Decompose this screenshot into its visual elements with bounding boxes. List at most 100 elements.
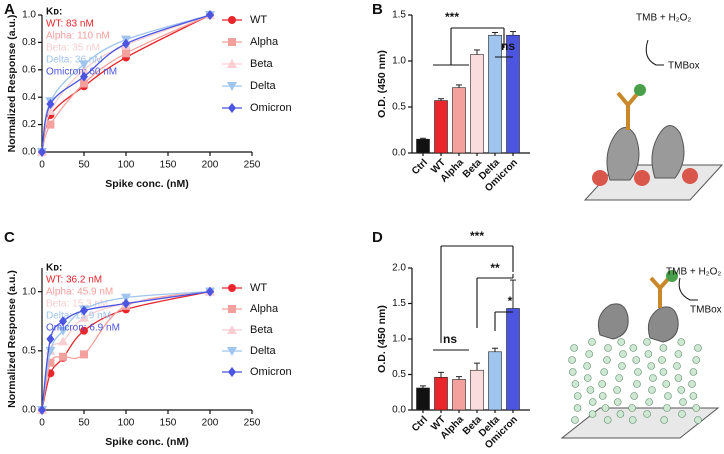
- bead: [588, 410, 597, 418]
- panel-letter: B: [372, 1, 383, 18]
- bead: [674, 350, 683, 358]
- y-tick-label: 0.5: [392, 369, 406, 380]
- x-axis-label: Spike conc. (nM): [105, 436, 188, 448]
- legend-label: Beta: [250, 324, 274, 336]
- legend-marker: [228, 305, 236, 313]
- y-tick-label: 0.4: [22, 92, 36, 103]
- bead: [643, 410, 651, 418]
- chart-panel: 0.00.51.01.52.0O.D. (450 nm)Ctrl WTAlphaB…: [376, 229, 530, 451]
- product-label: TMBox: [690, 305, 722, 316]
- bead: [662, 380, 671, 388]
- y-tick-label: 0.0: [392, 405, 406, 416]
- marker: [206, 286, 214, 297]
- significance-label: ***: [445, 10, 459, 24]
- y-tick-label: 0.2: [22, 119, 36, 130]
- bead: [677, 386, 686, 394]
- legend-label: Alpha: [250, 36, 279, 48]
- panel-letters: A B C D: [4, 1, 383, 246]
- x-tick-label: 50: [78, 418, 90, 429]
- bead: [630, 392, 638, 400]
- marker: [121, 293, 131, 303]
- bead: [694, 416, 702, 424]
- reagent-label: TMB + H₂O₂: [666, 267, 721, 278]
- kd-label: Alpha: 45.9 nM: [46, 287, 113, 298]
- arrow: [678, 277, 698, 301]
- x-tick-label: 250: [244, 160, 261, 171]
- bead: [571, 380, 580, 388]
- y-axis-label: O.D. (450 nm): [376, 50, 388, 118]
- legend-marker: [228, 367, 236, 377]
- marker: [46, 334, 55, 344]
- bead: [628, 404, 636, 412]
- legend-marker: [227, 347, 237, 356]
- bead: [663, 404, 671, 412]
- bead: [598, 380, 606, 388]
- y-tick-label: 1.5: [392, 10, 406, 21]
- x-tick-label: 200: [202, 418, 219, 429]
- bead: [616, 410, 625, 418]
- y-tick-label: 0.0: [22, 147, 36, 158]
- bar: [452, 87, 466, 154]
- bead: [659, 344, 668, 352]
- bar: [470, 54, 484, 154]
- bead: [689, 392, 698, 400]
- legend-label: Alpha: [250, 303, 279, 315]
- x-tick-label: 250: [244, 418, 261, 429]
- y-tick-label: 0.5: [22, 345, 36, 356]
- legend-label: Delta: [250, 80, 277, 92]
- bead: [664, 392, 672, 400]
- spike-protein: [651, 125, 685, 179]
- kd-label: Alpha: 110 nM: [46, 31, 110, 42]
- bar: [434, 100, 448, 154]
- antibody: [649, 276, 671, 308]
- kd-label: Beta: 35 nM: [46, 43, 100, 54]
- kd-label: WT: 36.2 nM: [46, 275, 102, 286]
- bead: [692, 404, 701, 412]
- bar: [434, 377, 448, 411]
- receptor: [682, 168, 698, 184]
- marker: [79, 60, 89, 70]
- bead: [586, 386, 595, 394]
- legend-label: WT: [250, 282, 267, 294]
- bead: [604, 344, 612, 352]
- bar: [488, 34, 502, 154]
- bead: [634, 368, 642, 376]
- bead: [583, 374, 592, 382]
- spike-protein: [606, 127, 640, 181]
- significance-label: ***: [470, 229, 484, 243]
- schematic-elisa: TMB + H₂O₂ TMBox: [583, 13, 724, 201]
- bead: [694, 344, 702, 352]
- bead: [568, 368, 577, 376]
- marker: [122, 298, 130, 309]
- y-tick-label: 1.0: [22, 286, 36, 297]
- bead: [613, 398, 622, 406]
- bead: [588, 338, 596, 346]
- significance-label: *: [508, 294, 513, 308]
- reagent-label: TMB + H₂O₂: [636, 13, 691, 24]
- bead: [598, 392, 607, 400]
- chart-panel: 0.0 0.5 1.0 Normalized Response (a.u.) 0 50 10…: [6, 263, 292, 448]
- plate: [560, 407, 720, 439]
- x-tick-label: 50: [78, 160, 90, 171]
- x-tick-label: Ctrl: [410, 414, 430, 434]
- marker: [46, 120, 55, 129]
- significance-label: ns: [443, 332, 457, 346]
- kd-label: Beta: 15.3 nM: [46, 299, 108, 310]
- legend-label: WT: [250, 14, 267, 26]
- bead: [692, 356, 701, 364]
- y-tick-label: 0.0: [22, 405, 36, 416]
- marker: [59, 352, 67, 361]
- y-tick-label: 1.0: [392, 334, 406, 345]
- bar: [452, 379, 466, 411]
- bead: [613, 386, 621, 394]
- bead: [601, 404, 610, 412]
- x-tick-label: 200: [202, 160, 219, 171]
- y-axis-label: Normalized Response (a.u.): [6, 270, 18, 408]
- bead: [659, 368, 668, 376]
- bead: [658, 356, 666, 364]
- significance-label: ns: [501, 39, 515, 53]
- y-tick-label: 0.5: [392, 102, 406, 113]
- x-tick-label: 100: [118, 160, 135, 171]
- receptor: [634, 170, 650, 186]
